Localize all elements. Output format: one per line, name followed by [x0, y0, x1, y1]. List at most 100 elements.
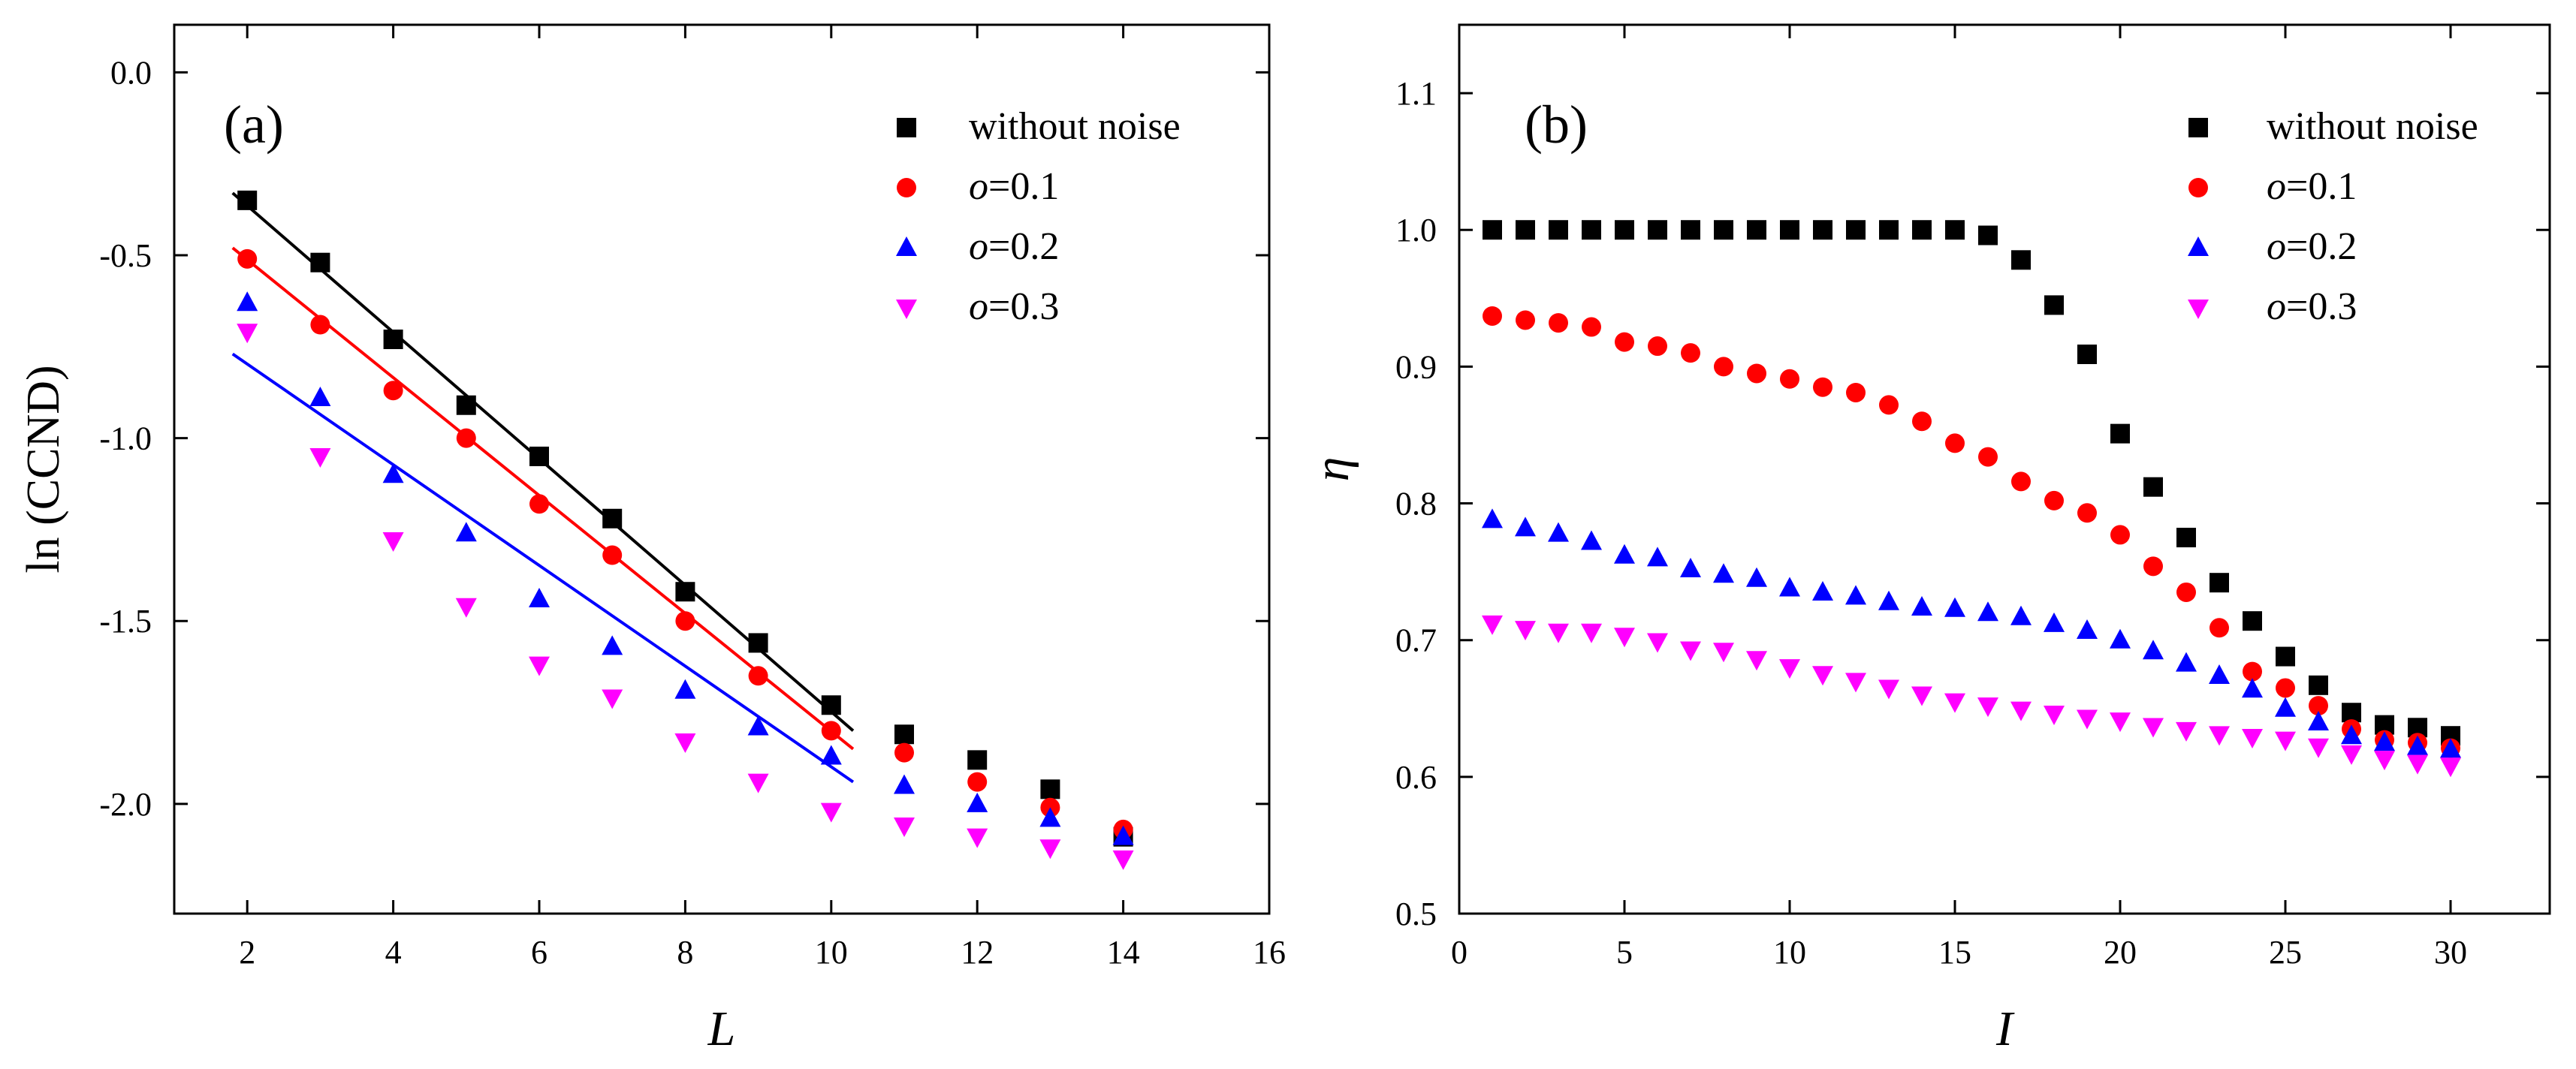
data-point [2044, 295, 2064, 315]
data-point [2143, 640, 2164, 660]
data-point [2110, 525, 2130, 545]
data-point [1112, 850, 1134, 870]
data-point [602, 508, 623, 528]
data-point [1581, 530, 1602, 550]
data-point [2407, 754, 2428, 775]
plot-frame [173, 23, 1271, 915]
legend-marker [2188, 236, 2209, 256]
data-point [2374, 751, 2395, 771]
data-point [1714, 220, 1733, 240]
data-point [894, 774, 915, 794]
series-2 [1482, 508, 2461, 758]
data-point [1813, 220, 1832, 240]
legend-label-text: =0.1 [988, 165, 1059, 208]
x-tick-label: 16 [1253, 934, 1286, 971]
data-point [1779, 659, 1800, 679]
data-point [2309, 675, 2328, 695]
legend-label-text: without noise [969, 105, 1181, 148]
data-point [2210, 618, 2229, 638]
data-point [967, 772, 988, 792]
y-axis-title: η [1305, 457, 1359, 482]
data-point [383, 330, 403, 350]
data-point [2011, 250, 2031, 270]
data-point [529, 494, 549, 514]
data-point [1039, 839, 1061, 860]
data-point [894, 724, 914, 745]
x-tick-label: 6 [531, 934, 547, 971]
data-point [602, 635, 623, 655]
data-point [2143, 556, 2163, 577]
y-axis-ticks: 0.5 0.6 0.7 0.8 0.9 1.0 1.1 [1395, 75, 2550, 932]
data-point [1680, 557, 1701, 577]
panel-a: 2 4 6 8 10 12 14 16 0.0 -0.5 -1.0 -1.5 -2.0 Lln (CCND… [18, 23, 1286, 1056]
data-point [2275, 697, 2296, 717]
data-point [1945, 433, 1965, 453]
legend-label-symbol: o [969, 225, 988, 268]
data-point [2374, 731, 2395, 751]
data-point [1112, 825, 1134, 845]
panel-label: (b) [1525, 95, 1588, 155]
data-point [2077, 503, 2097, 523]
data-point [1548, 623, 1569, 643]
data-point [310, 252, 330, 273]
data-point [2077, 709, 2098, 730]
x-axis-title: I [1995, 1001, 2015, 1056]
data-point [309, 447, 331, 468]
x-tick-label: 30 [2434, 934, 2467, 971]
x-tick-label: 20 [2104, 934, 2137, 971]
data-point [1977, 697, 1998, 718]
data-point [674, 679, 696, 699]
legend-label-text: without noise [2267, 105, 2478, 148]
data-point [1516, 310, 1535, 330]
legend-label-symbol: o [2267, 225, 2286, 268]
data-point [2044, 490, 2064, 510]
data-point [1911, 686, 1932, 706]
data-point [820, 745, 842, 765]
data-point [1878, 590, 1899, 610]
data-point [237, 324, 258, 344]
data-point [748, 666, 768, 686]
series-1 [237, 248, 1133, 839]
legend-label: without noise [969, 105, 1181, 148]
data-point [1549, 313, 1568, 333]
legend-marker [2188, 118, 2208, 137]
legend-label-text: =0.3 [988, 285, 1059, 328]
legend-label-symbol: o [969, 165, 988, 208]
data-point [2243, 661, 2262, 682]
data-point [820, 803, 842, 823]
data-point [1879, 395, 1899, 415]
data-point [2407, 735, 2428, 755]
data-point [2276, 646, 2295, 667]
data-point [529, 446, 549, 466]
fit-line [231, 352, 855, 784]
plot-frame [1458, 23, 2551, 915]
y-axis-ticks: 0.0 -0.5 -1.0 -1.5 -2.0 [99, 54, 1269, 823]
x-tick-label: 2 [239, 934, 255, 971]
data-point [821, 721, 841, 741]
data-point [2309, 696, 2328, 716]
data-point [2209, 726, 2230, 746]
data-point [1714, 357, 1733, 377]
data-point [1779, 577, 1800, 597]
data-point [2176, 721, 2197, 742]
data-point [1746, 651, 1767, 671]
data-point [1482, 508, 1503, 528]
data-point [675, 611, 695, 631]
y-tick-label: 0.7 [1395, 622, 1437, 659]
data-point [1615, 332, 1634, 352]
data-point [1812, 580, 1833, 601]
legend-label-text: =0.3 [2286, 285, 2357, 328]
data-point [2342, 703, 2361, 723]
data-point [2110, 712, 2131, 733]
data-point [1845, 585, 1866, 605]
data-point [1040, 779, 1060, 799]
fit-lines [231, 191, 855, 784]
data-point [894, 742, 914, 763]
legend-marker [896, 236, 917, 256]
data-point [1039, 807, 1061, 827]
y-axis-title: ln (CCND) [18, 365, 69, 573]
data-point [382, 463, 404, 483]
legend-marker [2188, 178, 2208, 197]
data-point [2341, 724, 2362, 745]
